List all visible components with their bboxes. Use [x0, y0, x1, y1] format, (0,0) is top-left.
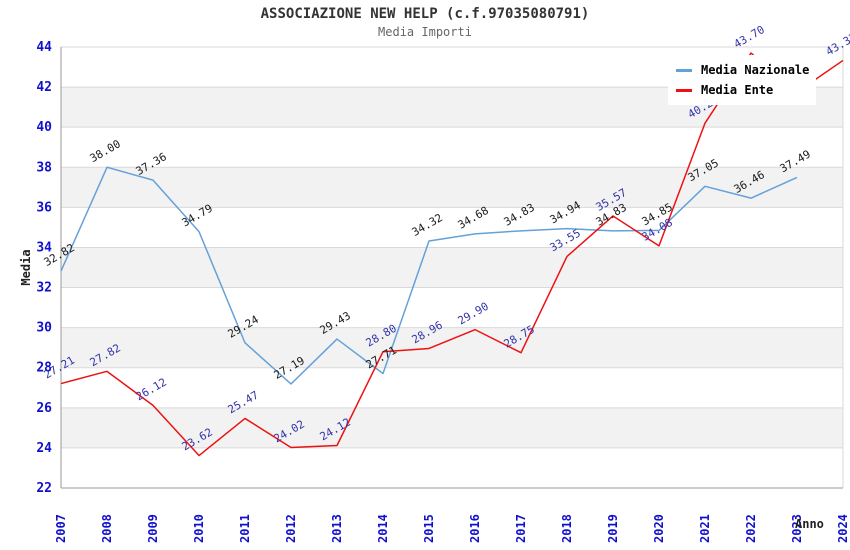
x-tick-label: 2017: [514, 514, 528, 543]
y-tick-label: 40: [36, 120, 52, 135]
y-tick-label: 24: [36, 441, 52, 456]
x-tick-label: 2024: [836, 514, 850, 543]
y-tick-label: 32: [36, 281, 52, 296]
x-tick-label: 2010: [192, 514, 206, 543]
legend-line-swatch-blue-icon: [676, 68, 692, 72]
series-line-1: [60, 52, 844, 457]
y-tick-label: 30: [36, 321, 52, 336]
x-tick-label: 2016: [468, 514, 482, 543]
y-tick-label: 44: [36, 40, 52, 55]
x-tick-label: 2013: [330, 514, 344, 543]
plot-band: [61, 247, 843, 288]
y-tick-label: 42: [36, 80, 52, 95]
y-tick-label: 22: [36, 481, 52, 496]
chart-legend: Media Nazionale Media Ente: [668, 55, 816, 105]
legend-item-media-ente[interactable]: Media Ente: [676, 80, 808, 100]
y-tick-label: 36: [36, 200, 52, 215]
point-label-1: 43.33: [824, 30, 850, 58]
legend-label-media-ente: Media Ente: [701, 83, 774, 97]
chart-title: ASSOCIAZIONE NEW HELP (c.f.97035080791): [260, 6, 590, 22]
y-tick-label: 34: [36, 240, 52, 255]
x-tick-label: 2019: [606, 514, 620, 543]
plot-band: [61, 167, 843, 208]
legend-label-media-nazionale: Media Nazionale: [701, 63, 810, 77]
x-tick-label: 2009: [146, 514, 160, 543]
x-tick-label: 2023: [790, 514, 804, 543]
series-line-0: [60, 166, 798, 385]
y-tick-label: 28: [36, 361, 52, 376]
legend-item-media-nazionale[interactable]: Media Nazionale: [676, 60, 810, 80]
x-tick-label: 2008: [100, 514, 114, 543]
plot-band: [61, 407, 843, 448]
chart-subtitle: Media Importi: [378, 25, 472, 39]
x-tick-label: 2011: [238, 514, 252, 543]
x-tick-label: 2021: [698, 514, 712, 543]
x-tick-label: 2012: [284, 514, 298, 543]
x-axis-title: Anno: [795, 517, 824, 531]
plot-band: [61, 327, 843, 368]
x-tick-label: 2022: [744, 514, 758, 543]
y-axis-title: Media: [19, 249, 33, 285]
x-tick-label: 2007: [54, 514, 68, 543]
y-tick-label: 26: [36, 401, 52, 416]
x-tick-label: 2014: [376, 514, 390, 543]
x-tick-label: 2020: [652, 514, 666, 543]
y-tick-label: 38: [36, 160, 52, 175]
x-tick-label: 2015: [422, 514, 436, 543]
legend-line-swatch-red-icon: [676, 88, 692, 92]
x-tick-label: 2018: [560, 514, 574, 543]
